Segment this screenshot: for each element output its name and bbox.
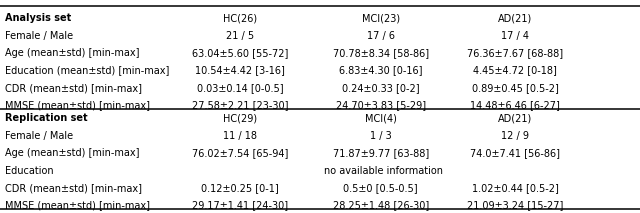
Text: Age (mean±std) [min-max]: Age (mean±std) [min-max]	[5, 148, 140, 158]
Text: 21.09±3.24 [15-27]: 21.09±3.24 [15-27]	[467, 201, 563, 210]
Text: 17 / 4: 17 / 4	[501, 31, 529, 40]
Text: 70.78±8.34 [58-86]: 70.78±8.34 [58-86]	[333, 48, 429, 58]
Text: Age (mean±std) [min-max]: Age (mean±std) [min-max]	[5, 48, 140, 58]
Text: 0.12±0.25 [0-1]: 0.12±0.25 [0-1]	[201, 183, 279, 193]
Text: Education: Education	[5, 166, 54, 176]
Text: 71.87±9.77 [63-88]: 71.87±9.77 [63-88]	[333, 148, 429, 158]
Text: 14.48±6.46 [6-27]: 14.48±6.46 [6-27]	[470, 101, 560, 110]
Text: 0.24±0.33 [0-2]: 0.24±0.33 [0-2]	[342, 83, 420, 93]
Text: Female / Male: Female / Male	[5, 31, 73, 40]
Text: no available information: no available information	[324, 166, 444, 176]
Text: 27.58±2.21 [23-30]: 27.58±2.21 [23-30]	[192, 101, 288, 110]
Text: Education (mean±std) [min-max]: Education (mean±std) [min-max]	[5, 66, 170, 75]
Text: MCI(23): MCI(23)	[362, 13, 400, 23]
Text: 1.02±0.44 [0.5-2]: 1.02±0.44 [0.5-2]	[472, 183, 559, 193]
Text: HC(26): HC(26)	[223, 13, 257, 23]
Text: 6.83±4.30 [0-16]: 6.83±4.30 [0-16]	[339, 66, 422, 75]
Text: AD(21): AD(21)	[498, 13, 532, 23]
Text: MCI(4): MCI(4)	[365, 113, 397, 123]
Text: HC(29): HC(29)	[223, 113, 257, 123]
Text: 4.45±4.72 [0-18]: 4.45±4.72 [0-18]	[473, 66, 557, 75]
Text: MMSE (mean±std) [min-max]: MMSE (mean±std) [min-max]	[5, 201, 150, 210]
Text: 1 / 3: 1 / 3	[370, 131, 392, 141]
Text: Replication set: Replication set	[5, 113, 88, 123]
Text: MMSE (mean±std) [min-max]: MMSE (mean±std) [min-max]	[5, 101, 150, 110]
Text: 63.04±5.60 [55-72]: 63.04±5.60 [55-72]	[192, 48, 288, 58]
Text: CDR (mean±std) [min-max]: CDR (mean±std) [min-max]	[5, 183, 142, 193]
Text: 11 / 18: 11 / 18	[223, 131, 257, 141]
Text: 29.17±1.41 [24-30]: 29.17±1.41 [24-30]	[192, 201, 288, 210]
Text: 12 / 9: 12 / 9	[501, 131, 529, 141]
Text: 76.36±7.67 [68-88]: 76.36±7.67 [68-88]	[467, 48, 563, 58]
Text: 17 / 6: 17 / 6	[367, 31, 395, 40]
Text: 24.70±3.83 [5-29]: 24.70±3.83 [5-29]	[336, 101, 426, 110]
Text: Female / Male: Female / Male	[5, 131, 73, 141]
Text: CDR (mean±std) [min-max]: CDR (mean±std) [min-max]	[5, 83, 142, 93]
Text: 74.0±7.41 [56-86]: 74.0±7.41 [56-86]	[470, 148, 560, 158]
Text: AD(21): AD(21)	[498, 113, 532, 123]
Text: 28.25±1.48 [26-30]: 28.25±1.48 [26-30]	[333, 201, 429, 210]
Text: Analysis set: Analysis set	[5, 13, 72, 23]
Text: 0.03±0.14 [0-0.5]: 0.03±0.14 [0-0.5]	[196, 83, 284, 93]
Text: 10.54±4.42 [3-16]: 10.54±4.42 [3-16]	[195, 66, 285, 75]
Text: 21 / 5: 21 / 5	[226, 31, 254, 40]
Text: 0.5±0 [0.5-0.5]: 0.5±0 [0.5-0.5]	[344, 183, 418, 193]
Text: 76.02±7.54 [65-94]: 76.02±7.54 [65-94]	[192, 148, 288, 158]
Text: 0.89±0.45 [0.5-2]: 0.89±0.45 [0.5-2]	[472, 83, 559, 93]
